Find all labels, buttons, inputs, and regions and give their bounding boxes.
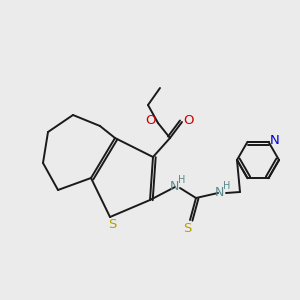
Text: H: H <box>178 175 186 185</box>
Text: H: H <box>223 181 231 191</box>
Text: S: S <box>183 221 191 235</box>
Text: O: O <box>184 115 194 128</box>
Text: S: S <box>108 218 116 230</box>
Text: O: O <box>146 115 156 128</box>
Text: N: N <box>270 134 279 147</box>
Text: N: N <box>214 185 224 199</box>
Text: N: N <box>169 179 179 193</box>
